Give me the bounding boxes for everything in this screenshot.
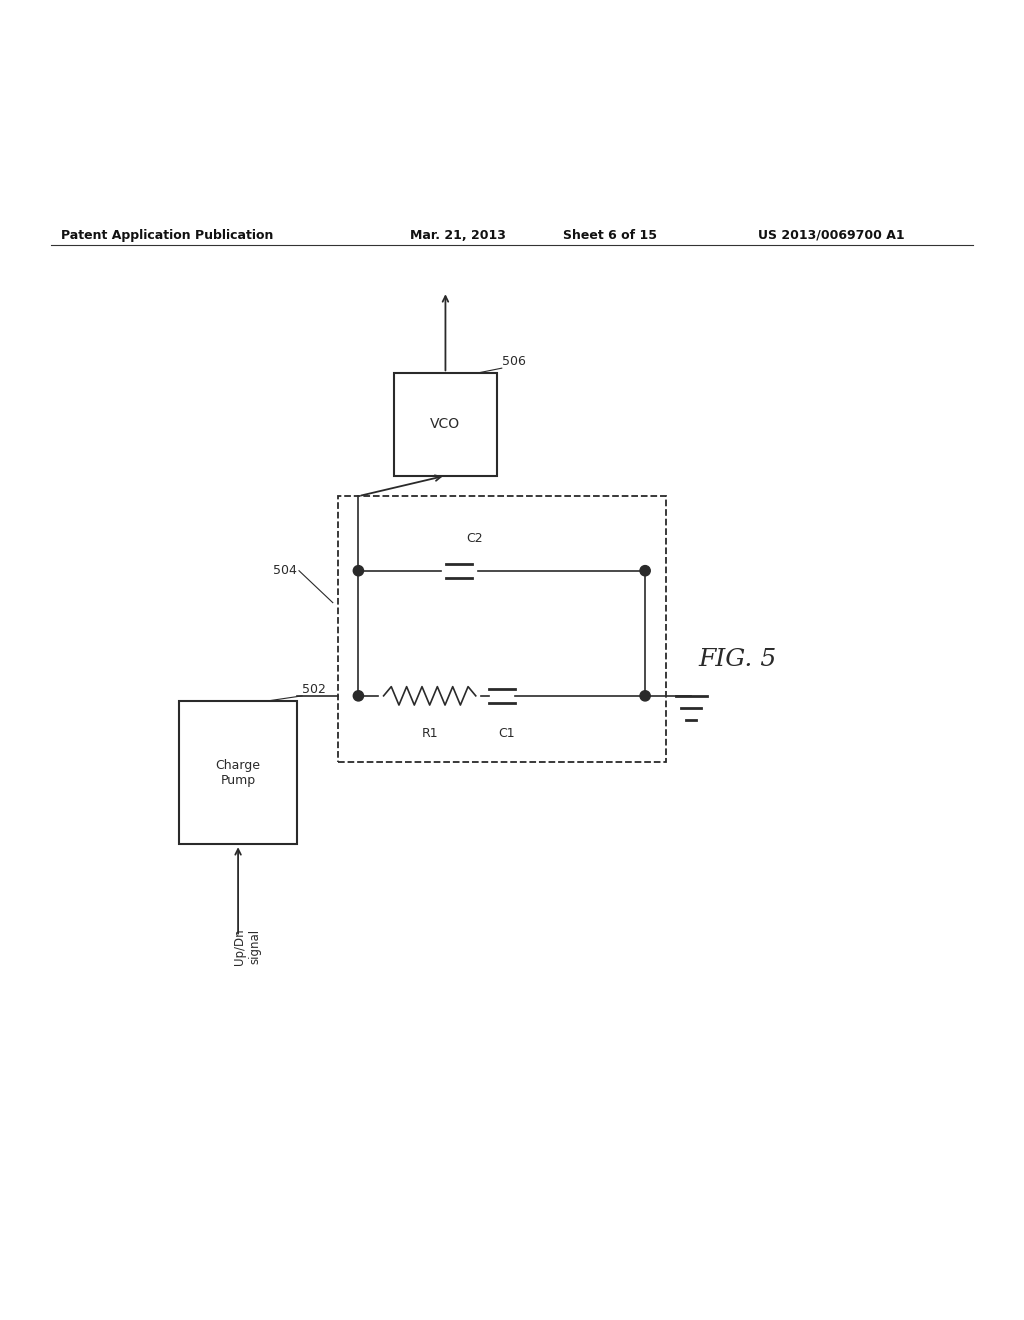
Text: 506: 506 [502, 355, 525, 368]
FancyBboxPatch shape [394, 374, 497, 475]
Text: FIG. 5: FIG. 5 [698, 648, 776, 672]
Text: C2: C2 [466, 532, 483, 545]
Text: VCO: VCO [430, 417, 461, 432]
Text: Up/Dn
signal: Up/Dn signal [232, 928, 261, 965]
Text: Patent Application Publication: Patent Application Publication [61, 228, 273, 242]
Text: 502: 502 [302, 682, 326, 696]
Text: R1: R1 [421, 726, 438, 739]
Circle shape [640, 565, 650, 576]
FancyBboxPatch shape [338, 496, 666, 763]
Text: US 2013/0069700 A1: US 2013/0069700 A1 [758, 228, 904, 242]
Text: Sheet 6 of 15: Sheet 6 of 15 [563, 228, 657, 242]
FancyBboxPatch shape [179, 701, 297, 845]
Circle shape [640, 690, 650, 701]
Circle shape [353, 690, 364, 701]
Text: 504: 504 [273, 564, 297, 577]
Text: C1: C1 [499, 726, 515, 739]
Circle shape [353, 565, 364, 576]
Text: Mar. 21, 2013: Mar. 21, 2013 [410, 228, 506, 242]
Text: Charge
Pump: Charge Pump [216, 759, 260, 787]
